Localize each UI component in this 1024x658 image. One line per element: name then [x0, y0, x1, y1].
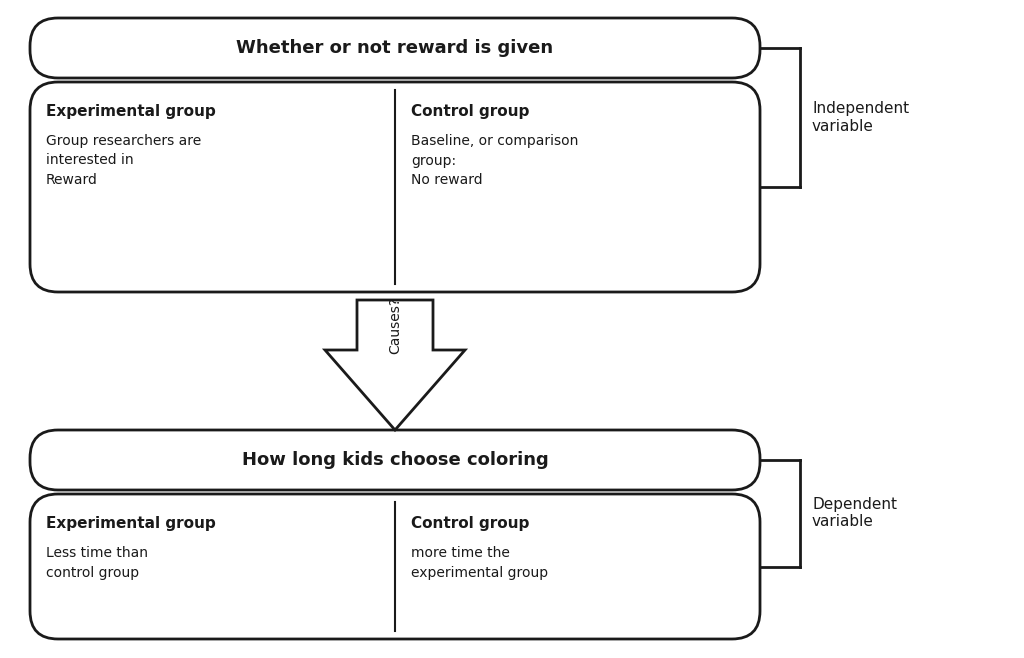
Text: Causes?: Causes?: [388, 297, 402, 353]
Text: Independent
variable: Independent variable: [812, 101, 909, 134]
Text: Whether or not reward is given: Whether or not reward is given: [237, 39, 554, 57]
Text: Baseline, or comparison
group:
No reward: Baseline, or comparison group: No reward: [411, 134, 579, 187]
Text: Experimental group: Experimental group: [46, 516, 216, 531]
Text: more time the
experimental group: more time the experimental group: [411, 546, 548, 580]
Polygon shape: [325, 300, 465, 430]
Text: Control group: Control group: [411, 516, 529, 531]
Text: Group researchers are
interested in
Reward: Group researchers are interested in Rewa…: [46, 134, 202, 187]
FancyBboxPatch shape: [30, 18, 760, 78]
Text: Experimental group: Experimental group: [46, 104, 216, 119]
FancyBboxPatch shape: [30, 82, 760, 292]
Text: Less time than
control group: Less time than control group: [46, 546, 148, 580]
FancyBboxPatch shape: [30, 430, 760, 490]
Text: Dependent
variable: Dependent variable: [812, 497, 897, 530]
FancyBboxPatch shape: [30, 494, 760, 639]
Text: How long kids choose coloring: How long kids choose coloring: [242, 451, 549, 469]
Text: Control group: Control group: [411, 104, 529, 119]
